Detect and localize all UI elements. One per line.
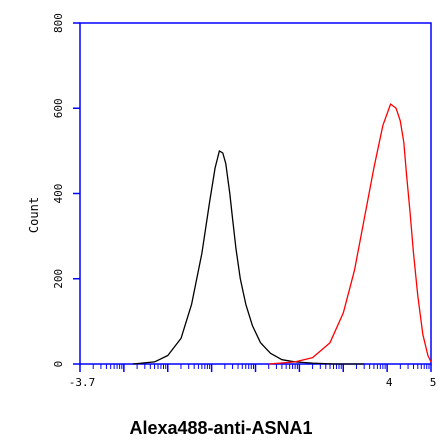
x-axis: -3.7 4 5 (69, 364, 437, 389)
y-tick-label: 400 (52, 184, 65, 204)
x-tick-label: 4 (386, 376, 393, 389)
y-tick-label: 200 (52, 269, 65, 289)
histogram-series-1 (132, 150, 365, 365)
y-tick-label: 600 (52, 98, 65, 118)
y-axis: 0 200 400 600 800 (52, 13, 80, 367)
histogram-series-2 (268, 103, 432, 365)
x-tick-label: 5 (430, 376, 437, 389)
y-tick-label: 800 (52, 13, 65, 33)
plot-frame (79, 22, 432, 365)
y-axis-label: Count (27, 197, 41, 233)
series-layer (132, 103, 432, 365)
x-axis-label: Alexa488-anti-ASNA1 (129, 418, 313, 438)
x-tick-label: -3.7 (69, 376, 96, 389)
y-tick-label: 0 (52, 361, 65, 368)
